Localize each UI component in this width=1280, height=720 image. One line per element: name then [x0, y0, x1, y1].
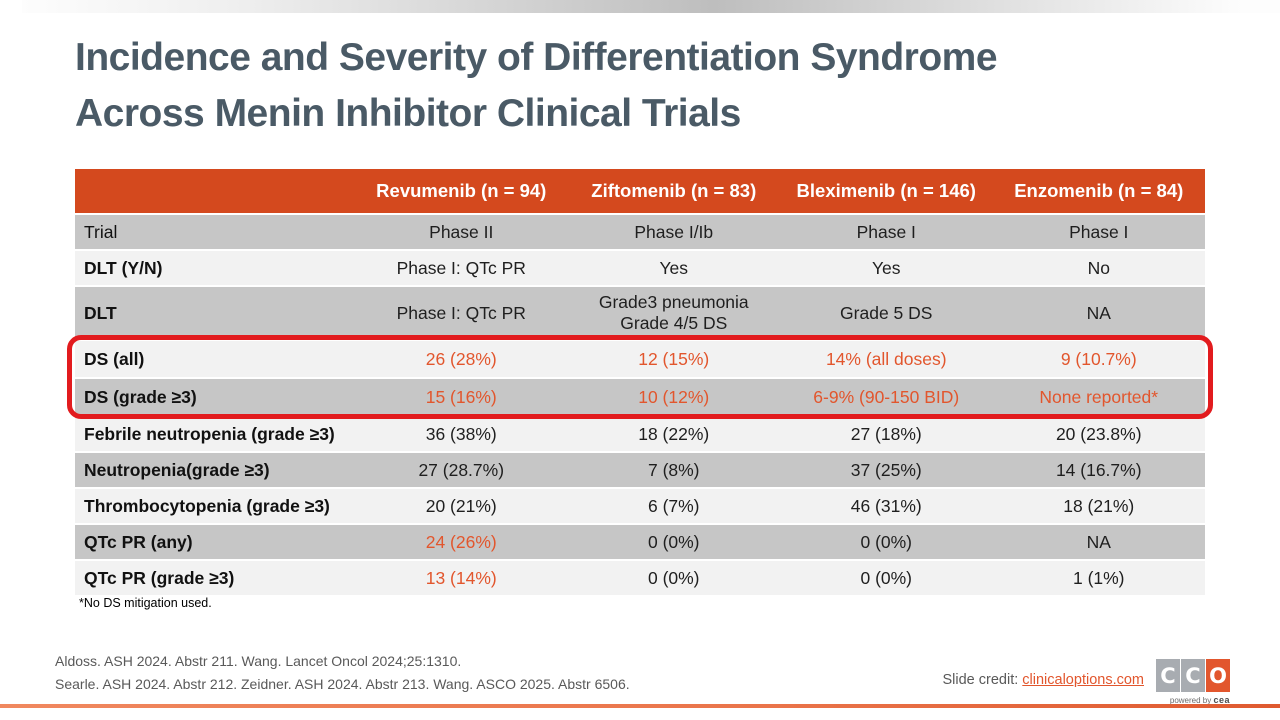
- bottom-orange-rule: [0, 704, 1280, 708]
- slide-credit-link[interactable]: clinicaloptions.com: [1022, 672, 1144, 688]
- table-row-dlt-yn: DLT (Y/N) Phase I: QTc PR Yes Yes No: [75, 251, 1205, 285]
- trial-table-container: Revumenib (n = 94) Ziftomenib (n = 83) B…: [67, 167, 1213, 597]
- table-cell: 12 (15%): [567, 341, 780, 377]
- references: Aldoss. ASH 2024. Abstr 211. Wang. Lance…: [55, 650, 630, 696]
- table-cell: 27 (18%): [780, 417, 993, 451]
- slide-title-line2: Across Menin Inhibitor Clinical Trials: [75, 92, 741, 135]
- table-cell: 36 (38%): [355, 417, 568, 451]
- cco-logo-letter-c2: C: [1181, 659, 1205, 692]
- column-header-revumenib: Revumenib (n = 94): [355, 169, 568, 213]
- table-cell: 0 (0%): [780, 525, 993, 559]
- table-cell: Phase I: QTc PR: [355, 287, 568, 339]
- table-cell: 46 (31%): [780, 489, 993, 523]
- slide-title: Incidence and Severity of Differentiatio…: [75, 30, 1235, 142]
- table-cell: 37 (25%): [780, 453, 993, 487]
- row-label: Neutropenia(grade ≥3): [75, 453, 355, 487]
- cco-logo: C C O: [1156, 659, 1230, 692]
- cco-tagline-brand: cea: [1213, 695, 1230, 705]
- table-cell: Phase II: [355, 215, 568, 249]
- row-label: DLT (Y/N): [75, 251, 355, 285]
- table-cell: NA: [992, 287, 1205, 339]
- table-row-dlt: DLT Phase I: QTc PR Grade3 pneumonia Gra…: [75, 287, 1205, 339]
- slide-title-line1: Incidence and Severity of Differentiatio…: [75, 36, 998, 79]
- table-cell: 0 (0%): [567, 561, 780, 595]
- table-cell: 14 (16.7%): [992, 453, 1205, 487]
- row-label: QTc PR (grade ≥3): [75, 561, 355, 595]
- row-label: Trial: [75, 215, 355, 249]
- table-row-ds-all: DS (all) 26 (28%) 12 (15%) 14% (all dose…: [75, 341, 1205, 377]
- column-header-enzomenib: Enzomenib (n = 84): [992, 169, 1205, 213]
- trial-comparison-table: Revumenib (n = 94) Ziftomenib (n = 83) B…: [75, 167, 1205, 597]
- table-cell: 24 (26%): [355, 525, 568, 559]
- table-row-trial: Trial Phase II Phase I/Ib Phase I Phase …: [75, 215, 1205, 249]
- table-cell: 15 (16%): [355, 379, 568, 415]
- table-row-ds-grade3: DS (grade ≥3) 15 (16%) 10 (12%) 6-9% (90…: [75, 379, 1205, 415]
- table-cell: Phase I: QTc PR: [355, 251, 568, 285]
- table-cell: 7 (8%): [567, 453, 780, 487]
- cco-logo-letter-c1: C: [1156, 659, 1180, 692]
- table-cell: 6 (7%): [567, 489, 780, 523]
- row-label: Febrile neutropenia (grade ≥3): [75, 417, 355, 451]
- table-cell: Yes: [780, 251, 993, 285]
- table-cell: 20 (23.8%): [992, 417, 1205, 451]
- table-row-febrile-neutropenia: Febrile neutropenia (grade ≥3) 36 (38%) …: [75, 417, 1205, 451]
- table-cell: Phase I/Ib: [567, 215, 780, 249]
- column-header-ziftomenib: Ziftomenib (n = 83): [567, 169, 780, 213]
- table-cell: 27 (28.7%): [355, 453, 568, 487]
- footnote: *No DS mitigation used.: [79, 596, 212, 610]
- cco-tagline-prefix: powered by: [1169, 696, 1214, 705]
- table-cell: None reported*: [992, 379, 1205, 415]
- column-header-empty: [75, 169, 355, 213]
- table-cell: Grade3 pneumonia Grade 4/5 DS: [567, 287, 780, 339]
- table-row-qtc-grade3: QTc PR (grade ≥3) 13 (14%) 0 (0%) 0 (0%)…: [75, 561, 1205, 595]
- column-header-bleximenib: Bleximenib (n = 146): [780, 169, 993, 213]
- table-cell: 1 (1%): [992, 561, 1205, 595]
- top-gradient-strip: [22, 0, 1280, 13]
- table-cell: 0 (0%): [567, 525, 780, 559]
- slide-credit-label: Slide credit:: [942, 672, 1023, 688]
- cco-logo-tagline: powered by cea: [1156, 695, 1230, 705]
- table-row-neutropenia: Neutropenia(grade ≥3) 27 (28.7%) 7 (8%) …: [75, 453, 1205, 487]
- table-header-row: Revumenib (n = 94) Ziftomenib (n = 83) B…: [75, 169, 1205, 213]
- table-cell: 26 (28%): [355, 341, 568, 377]
- reference-line2: Searle. ASH 2024. Abstr 212. Zeidner. AS…: [55, 676, 630, 692]
- row-label: DS (grade ≥3): [75, 379, 355, 415]
- table-cell: 18 (21%): [992, 489, 1205, 523]
- row-label: DLT: [75, 287, 355, 339]
- row-label: Thrombocytopenia (grade ≥3): [75, 489, 355, 523]
- table-cell: 6-9% (90-150 BID): [780, 379, 993, 415]
- slide-credit: Slide credit: clinicaloptions.com: [943, 672, 1145, 688]
- table-cell: 0 (0%): [780, 561, 993, 595]
- table-cell: No: [992, 251, 1205, 285]
- table-cell: 10 (12%): [567, 379, 780, 415]
- row-label: QTc PR (any): [75, 525, 355, 559]
- table-cell: 20 (21%): [355, 489, 568, 523]
- table-cell: NA: [992, 525, 1205, 559]
- table-cell: Phase I: [780, 215, 993, 249]
- table-row-qtc-any: QTc PR (any) 24 (26%) 0 (0%) 0 (0%) NA: [75, 525, 1205, 559]
- cco-logo-letter-o: O: [1206, 659, 1230, 692]
- table-cell: Yes: [567, 251, 780, 285]
- table-cell: 18 (22%): [567, 417, 780, 451]
- table-cell: Grade 5 DS: [780, 287, 993, 339]
- table-cell: 9 (10.7%): [992, 341, 1205, 377]
- table-row-thrombocytopenia: Thrombocytopenia (grade ≥3) 20 (21%) 6 (…: [75, 489, 1205, 523]
- table-cell: Phase I: [992, 215, 1205, 249]
- table-cell: 13 (14%): [355, 561, 568, 595]
- row-label: DS (all): [75, 341, 355, 377]
- reference-line1: Aldoss. ASH 2024. Abstr 211. Wang. Lance…: [55, 653, 462, 669]
- table-cell: 14% (all doses): [780, 341, 993, 377]
